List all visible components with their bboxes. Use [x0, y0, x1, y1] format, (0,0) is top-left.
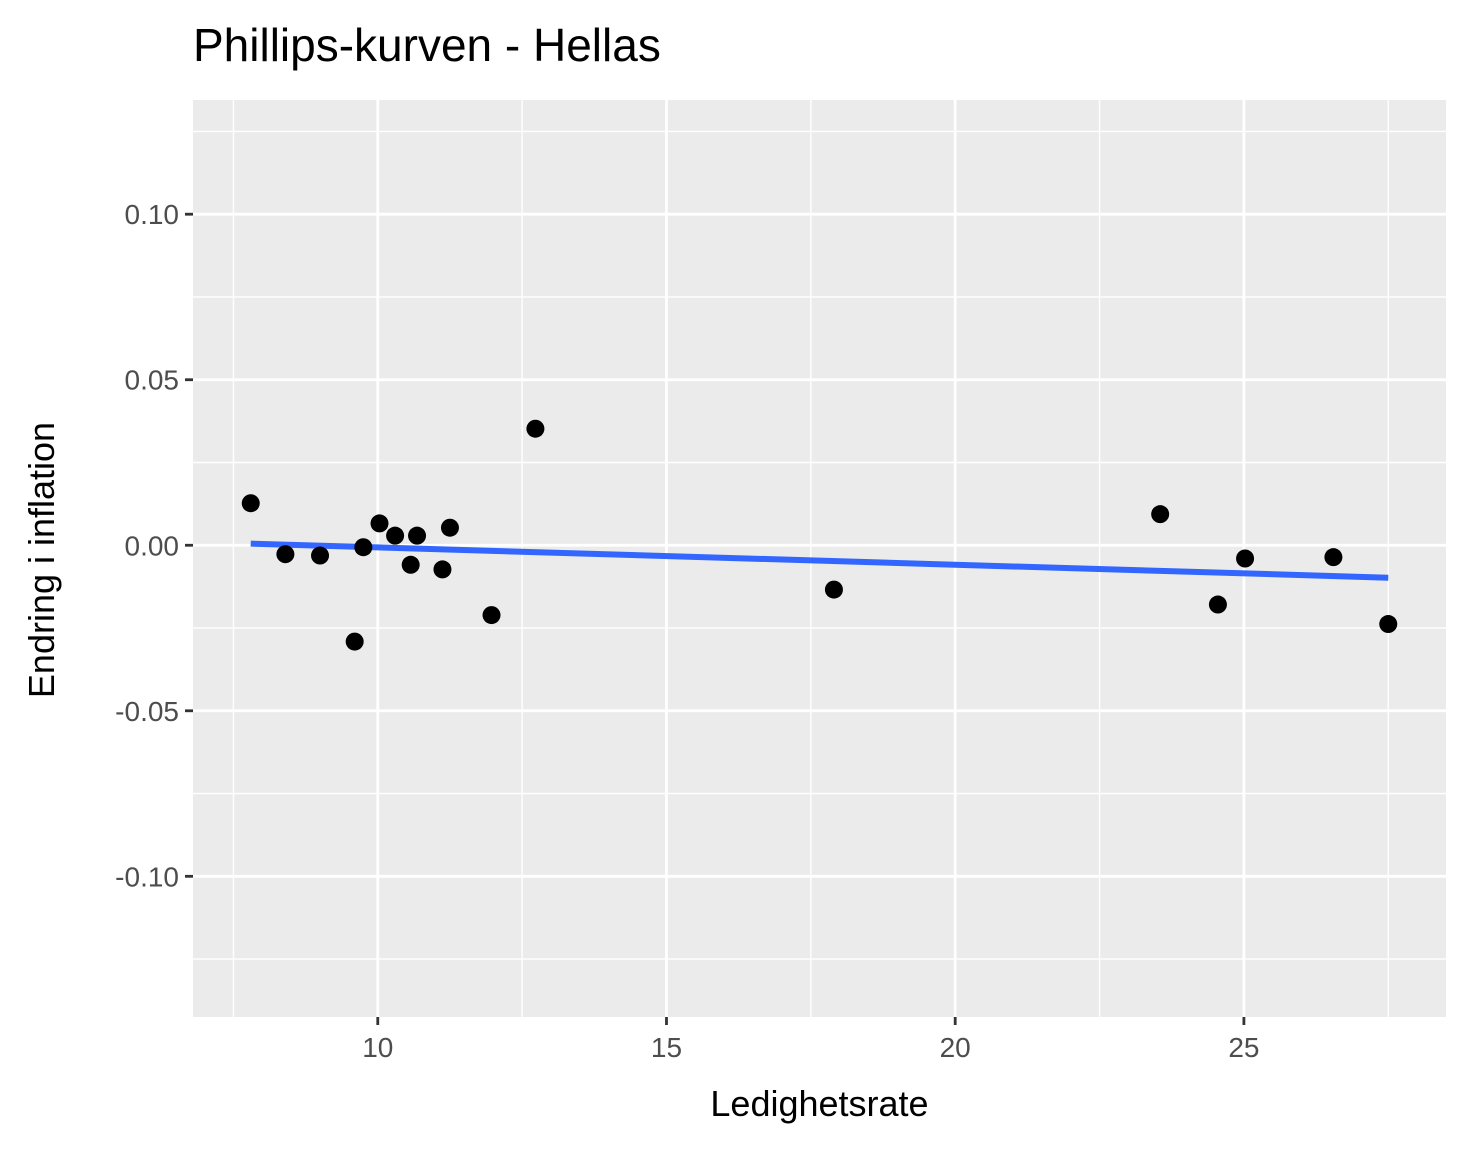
- data-point: [386, 526, 405, 545]
- data-point: [276, 545, 295, 564]
- data-point: [1236, 549, 1255, 568]
- y-axis-title: Endring i inflation: [21, 421, 62, 699]
- chart-title: Phillips-kurven - Hellas: [193, 19, 661, 71]
- data-point: [433, 560, 452, 579]
- data-point: [824, 580, 843, 599]
- data-point: [526, 419, 545, 438]
- data-point: [311, 546, 330, 565]
- x-tick-label: 20: [940, 1032, 971, 1063]
- y-tick-label: -0.05: [115, 696, 179, 727]
- x-tick-label: 15: [651, 1032, 682, 1063]
- data-point: [345, 632, 364, 651]
- x-tick-label: 25: [1228, 1032, 1259, 1063]
- data-point: [1379, 615, 1398, 634]
- data-point: [1208, 595, 1227, 614]
- regression-line-layer: [250, 540, 1389, 581]
- data-point: [354, 538, 373, 557]
- x-axis-title: Ledighetsrate: [710, 1083, 929, 1124]
- data-point: [1324, 548, 1343, 567]
- data-point: [241, 494, 260, 513]
- data-points: [241, 419, 1398, 651]
- data-point: [482, 606, 501, 625]
- data-point: [1151, 505, 1170, 524]
- data-point: [440, 518, 459, 537]
- y-tick-label: -0.10: [115, 861, 179, 892]
- y-tick-label: 0.00: [125, 530, 180, 561]
- regression-line: [250, 540, 1389, 581]
- data-point: [370, 514, 389, 533]
- y-axis: -0.10 -0.05 0.00 0.05 0.10: [115, 199, 193, 892]
- y-tick-label: 0.10: [125, 199, 180, 230]
- data-point: [401, 555, 420, 574]
- data-point: [408, 526, 427, 545]
- x-tick-label: 10: [362, 1032, 393, 1063]
- y-tick-label: 0.05: [125, 365, 180, 396]
- x-axis: 10 15 20 25: [362, 1017, 1259, 1063]
- minor-gridlines: [193, 100, 1446, 1017]
